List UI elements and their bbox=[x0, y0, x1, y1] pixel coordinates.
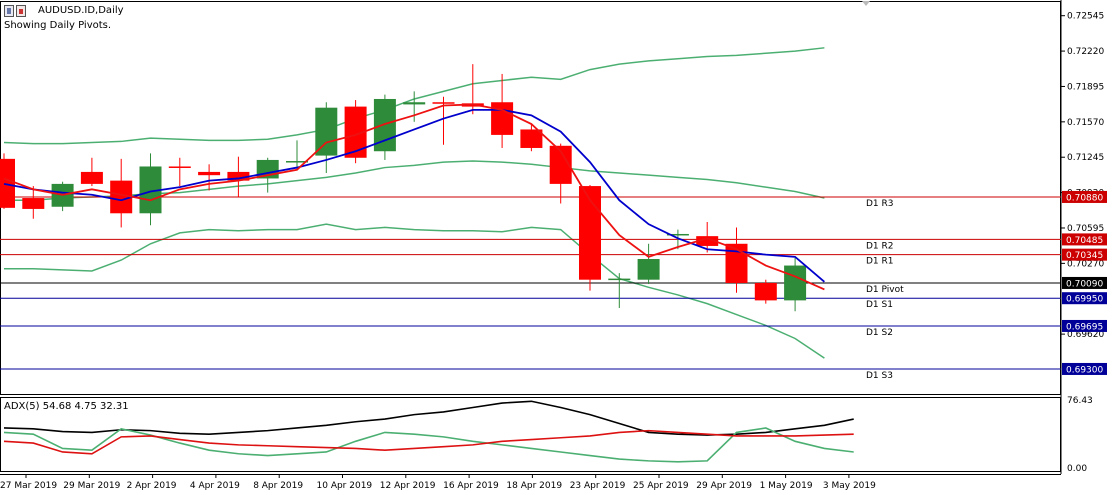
chart-icon bbox=[4, 5, 26, 17]
pivot-price-tag bbox=[1062, 319, 1107, 332]
pivot-label: D1 R1 bbox=[866, 257, 894, 267]
x-tick-label: 3 May 2019 bbox=[823, 481, 876, 491]
candle-body[interactable] bbox=[549, 145, 572, 184]
chart-shift-marker[interactable] bbox=[862, 1, 870, 6]
candle-body[interactable] bbox=[784, 265, 807, 301]
candle-body[interactable] bbox=[139, 166, 162, 214]
x-tick-label: 2 Apr 2019 bbox=[127, 481, 177, 491]
pivot-price-tag bbox=[1062, 233, 1107, 246]
candle-body[interactable] bbox=[22, 198, 45, 209]
x-tick-label: 23 Apr 2019 bbox=[570, 481, 626, 491]
x-tick-label: 25 Apr 2019 bbox=[633, 481, 689, 491]
x-tick-label: 10 Apr 2019 bbox=[317, 481, 373, 491]
y-tick-label: 0.72220 bbox=[1067, 47, 1104, 57]
pivot-price-label: 0.69300 bbox=[1066, 365, 1103, 375]
y-tick-label: 0.69620 bbox=[1067, 330, 1104, 340]
pivot-price-tag bbox=[1062, 292, 1107, 305]
x-tick-label: 12 Apr 2019 bbox=[380, 481, 436, 491]
adx-tick-label: 0.00 bbox=[1067, 464, 1087, 474]
pivot-price-tag bbox=[1062, 248, 1107, 261]
pivot-label: D1 R3 bbox=[866, 199, 894, 209]
pivot-price-label: 0.70880 bbox=[1066, 193, 1103, 203]
pivot-price-label: 0.69695 bbox=[1066, 322, 1103, 332]
x-tick-label: 29 Apr 2019 bbox=[696, 481, 752, 491]
pivot-price-label: 0.69950 bbox=[1066, 295, 1103, 305]
pivot-label: D1 S3 bbox=[866, 371, 893, 381]
candle-body[interactable] bbox=[110, 180, 133, 214]
pivot-label: D1 S2 bbox=[866, 328, 893, 338]
candle-body[interactable] bbox=[637, 259, 660, 280]
x-tick-label: 1 May 2019 bbox=[760, 481, 813, 491]
candle-body[interactable] bbox=[520, 129, 543, 148]
x-tick-label: 18 Apr 2019 bbox=[506, 481, 562, 491]
candle-body[interactable] bbox=[403, 102, 426, 105]
pivot-price-label: 0.70345 bbox=[1066, 251, 1103, 261]
chart-title: AUDUSD.ID,Daily bbox=[38, 5, 124, 16]
x-tick-label: 16 Apr 2019 bbox=[443, 481, 499, 491]
candle-body[interactable] bbox=[198, 171, 221, 176]
candle-body[interactable] bbox=[315, 107, 338, 156]
candle-body[interactable] bbox=[725, 243, 748, 283]
adx-main-line bbox=[3, 400, 854, 436]
chart-subtitle: Showing Daily Pivots. bbox=[4, 20, 112, 31]
x-tick-label: 4 Apr 2019 bbox=[190, 481, 240, 491]
x-tick-label: 29 Mar 2019 bbox=[63, 481, 120, 491]
fast-ma-line bbox=[3, 103, 825, 291]
candle-body[interactable] bbox=[579, 186, 601, 280]
pivot-price-tag bbox=[1062, 276, 1107, 289]
candle-body[interactable] bbox=[168, 166, 191, 168]
pivot-price-label: 0.70485 bbox=[1066, 236, 1103, 246]
candle-body[interactable] bbox=[608, 278, 631, 281]
candle-body[interactable] bbox=[432, 102, 455, 104]
adx-panel-frame bbox=[0, 397, 1061, 472]
y-tick-label: 0.70270 bbox=[1067, 259, 1104, 269]
x-tick-label: 8 Apr 2019 bbox=[253, 481, 303, 491]
y-tick-label: 0.70595 bbox=[1067, 224, 1104, 234]
candle-body[interactable] bbox=[80, 171, 103, 184]
candle-body[interactable] bbox=[227, 171, 250, 181]
slow-ma-line bbox=[3, 108, 825, 283]
adx-minus-di-line bbox=[3, 429, 854, 455]
adx-tick-label: 76.43 bbox=[1067, 396, 1093, 406]
pivot-price-tag bbox=[1062, 362, 1107, 375]
y-tick-label: 0.71570 bbox=[1067, 118, 1104, 128]
candle-body[interactable] bbox=[0, 158, 15, 208]
x-tick-label: 27 Mar 2019 bbox=[0, 481, 57, 491]
adx-label: ADX(5) 54.68 4.75 32.31 bbox=[4, 401, 129, 412]
candle-body[interactable] bbox=[696, 236, 719, 246]
candle-body[interactable] bbox=[344, 106, 367, 158]
pivot-label: D1 Pivot bbox=[866, 285, 904, 295]
pivot-label: D1 S1 bbox=[866, 300, 893, 310]
y-tick-label: 0.71895 bbox=[1067, 82, 1104, 92]
pivot-price-label: 0.70090 bbox=[1066, 279, 1103, 289]
candle-body[interactable] bbox=[666, 233, 689, 236]
candle-body[interactable] bbox=[286, 161, 308, 163]
pivot-price-tag bbox=[1062, 190, 1107, 203]
y-tick-label: 0.71245 bbox=[1067, 153, 1104, 163]
candle-body[interactable] bbox=[754, 282, 777, 301]
y-tick-label: 0.72545 bbox=[1067, 12, 1104, 22]
candle-body[interactable] bbox=[491, 102, 514, 135]
adx-plus-di-line bbox=[3, 427, 854, 463]
pivot-label: D1 R2 bbox=[866, 241, 894, 251]
